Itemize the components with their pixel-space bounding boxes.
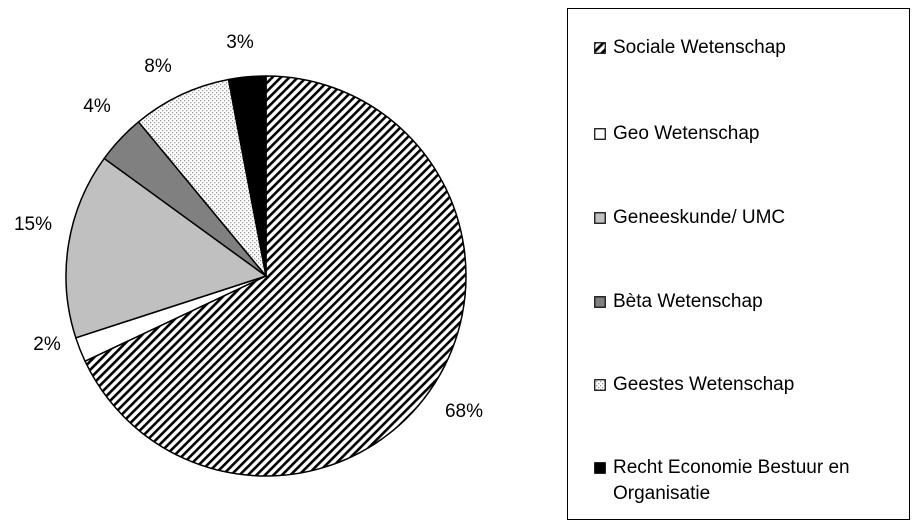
legend-swatch-1 — [594, 42, 606, 54]
legend-item-4: Bèta Wetenschap — [594, 289, 899, 315]
pie-slice-6 — [227, 75, 267, 277]
legend-label-3: Geneeskunde/ UMC — [613, 207, 786, 228]
pie-labels: 68% 2% 15% 4% 8% 3% — [14, 32, 483, 422]
slice-label-3: 15% — [14, 214, 52, 235]
legend-swatch-3 — [594, 212, 606, 224]
legend-label-1: Sociale Wetenschap — [613, 37, 786, 58]
legend-swatch-6 — [594, 462, 606, 474]
legend-item-6: Recht Economie Bestuur en Organisatie — [594, 455, 899, 507]
pie-slice-1 — [84, 75, 467, 477]
legend-item-5: Geestes Wetenschap — [594, 372, 899, 398]
legend-item-1: Sociale Wetenschap — [594, 35, 899, 61]
pie-slices — [65, 75, 467, 477]
slice-label-2: 2% — [33, 334, 61, 355]
slice-label-6: 3% — [226, 32, 254, 53]
legend-item-2: Geo Wetenschap — [594, 121, 899, 147]
legend-label-4: Bèta Wetenschap — [613, 291, 763, 312]
legend: Sociale Wetenschap Geo Wetenschap Geneesku… — [567, 8, 910, 520]
slice-label-4: 4% — [83, 96, 111, 117]
legend-label-5: Geestes Wetenschap — [613, 374, 795, 395]
slice-label-5: 8% — [144, 56, 172, 77]
legend-swatch-2 — [594, 128, 606, 140]
legend-swatch-5 — [594, 379, 606, 391]
pie-slice-5 — [137, 78, 267, 277]
legend-swatch-4 — [594, 296, 606, 308]
legend-item-3: Geneeskunde/ UMC — [594, 205, 899, 231]
legend-label-6: Recht Economie Bestuur en Organisatie — [613, 457, 850, 504]
slice-label-1: 68% — [445, 401, 483, 422]
legend-label-2: Geo Wetenschap — [613, 123, 760, 144]
pie-slice-3 — [65, 157, 267, 339]
